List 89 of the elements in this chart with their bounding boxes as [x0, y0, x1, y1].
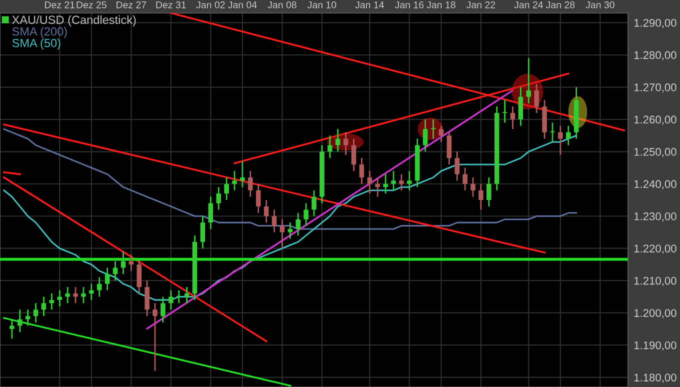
candlestick	[383, 174, 388, 194]
candlestick	[391, 170, 396, 192]
candlestick	[41, 296, 46, 317]
text: SMA (200)	[12, 26, 67, 38]
candlestick	[526, 57, 532, 104]
y-tick-label: 1.230,00	[634, 212, 676, 222]
x-tick-label: Dez 25	[76, 1, 106, 8]
candlestick	[407, 170, 412, 192]
candlestick	[375, 176, 380, 198]
candlestick	[33, 302, 38, 324]
y-tick-label: 1.290,00	[634, 18, 676, 28]
candlestick	[312, 190, 316, 217]
y-tick-label: 1.190,00	[634, 341, 676, 351]
candlestick	[422, 118, 428, 152]
candlestick	[304, 202, 308, 226]
candlestick	[232, 170, 237, 192]
candlestick	[367, 170, 372, 194]
candlestick	[296, 212, 300, 236]
candlestick	[216, 186, 221, 210]
candlestick	[17, 308, 22, 333]
candlestick	[160, 296, 166, 324]
candlestick	[502, 99, 508, 124]
candlestick	[240, 160, 245, 188]
candlestick	[359, 157, 364, 185]
x-tick-label: Dez 31	[156, 1, 186, 8]
x-tick-label: Dez 27	[116, 1, 146, 8]
x-tick-label: Dez 21	[45, 1, 75, 8]
candlestick	[144, 280, 150, 317]
candlestick	[264, 199, 269, 224]
x-tick-label: Jan 30	[586, 1, 614, 8]
x-tick-label: Jan 04	[228, 1, 257, 8]
candlestick	[152, 302, 158, 372]
y-tick-label: 1.180,00	[634, 374, 676, 383]
candlestick	[65, 286, 70, 304]
y-tick-label: 1.200,00	[634, 309, 676, 318]
candlestick	[136, 260, 142, 294]
candlestick	[550, 122, 555, 143]
candlestick	[256, 183, 261, 214]
candlestick	[462, 167, 468, 192]
candlestick	[81, 286, 86, 304]
x-tick-label: Jan 08	[268, 1, 296, 8]
candlestick	[558, 125, 563, 156]
x-tick-label: Jan 22	[466, 1, 496, 8]
y-tick-label: 1.250,00	[634, 148, 676, 158]
candlestick	[454, 150, 460, 182]
candlestick	[272, 208, 277, 233]
y-tick-label: 1.240,00	[634, 180, 676, 190]
x-tick-label: Jan 28	[546, 1, 575, 8]
candlestick	[335, 128, 340, 152]
candlestick	[208, 196, 214, 230]
candlestick	[399, 174, 404, 192]
y-tick-label: 1.280,00	[634, 51, 676, 60]
candlestick	[224, 176, 229, 201]
candlestick	[566, 125, 571, 146]
x-tick-label: Jan 02	[196, 1, 225, 8]
candlestick	[168, 290, 174, 310]
candlestick	[510, 106, 516, 130]
candlestick	[343, 132, 348, 156]
y-tick-label: 1.270,00	[634, 83, 676, 93]
candlestick	[73, 286, 78, 304]
legend-label: XAU/USD (Candlestick)	[12, 15, 136, 26]
candlestick	[446, 132, 452, 166]
candlestick	[89, 283, 94, 301]
candlestick	[534, 83, 539, 114]
text: SMA (50)	[12, 38, 60, 50]
candlestick	[104, 267, 110, 291]
candlestick	[248, 170, 253, 198]
candlestick	[478, 183, 484, 210]
candlestick	[25, 308, 30, 326]
candlestick	[470, 176, 476, 198]
candlestick	[200, 215, 206, 250]
candlestick	[351, 138, 356, 172]
candlestick	[438, 125, 444, 143]
candlestick	[430, 118, 436, 140]
candlestick	[10, 318, 14, 340]
candlestick	[112, 260, 118, 282]
x-tick-label: Jan 24	[514, 1, 543, 8]
y-tick-label: 1.220,00	[634, 244, 676, 254]
candlestick	[96, 276, 102, 298]
candlestick	[518, 86, 524, 127]
y-tick-label: 1.210,00	[634, 276, 676, 286]
x-tick-label: Jan 14	[355, 2, 384, 8]
candlestick	[57, 290, 62, 308]
candlestick	[486, 176, 492, 208]
y-tick-label: 1.260,00	[634, 116, 676, 125]
x-tick-label: Jan 18	[426, 1, 456, 8]
x-tick-label: Jan 16	[394, 1, 424, 8]
x-tick-label: Jan 10	[308, 1, 336, 8]
candlestick	[328, 134, 332, 159]
